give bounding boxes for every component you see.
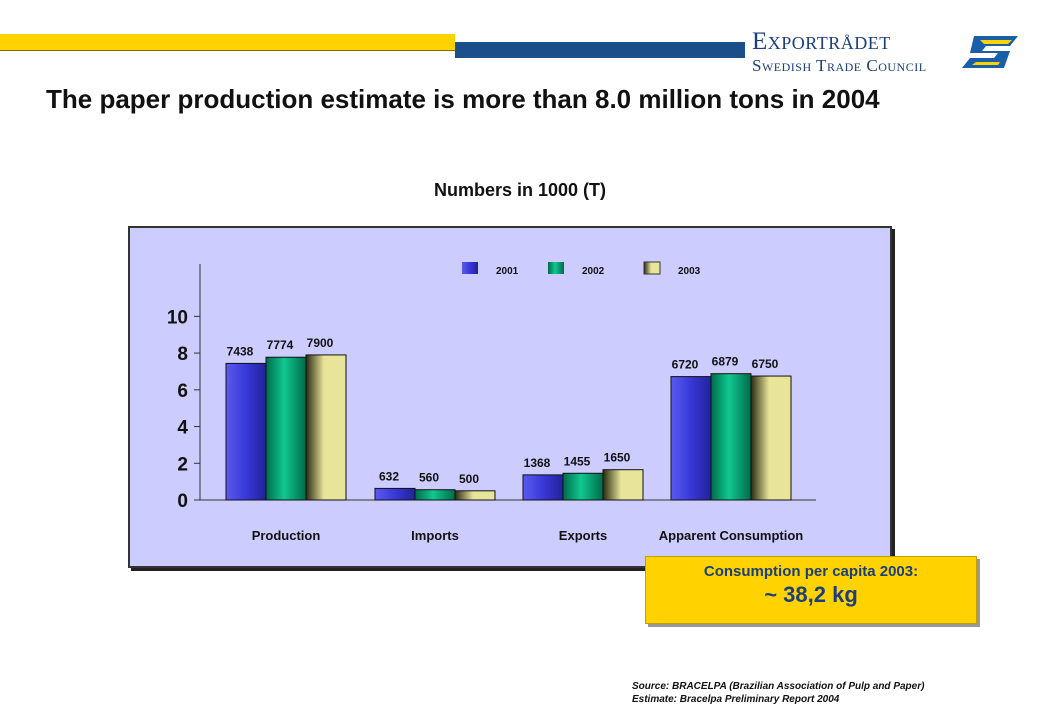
- page-title: The paper production estimate is more th…: [46, 84, 880, 114]
- y-tick-label: 6: [177, 381, 188, 402]
- category-label: Apparent Consumption: [659, 528, 803, 543]
- chart-panel: 0 2 4 6 8 10 7438 7774 7900 Production 632 560 500 I…: [128, 226, 892, 568]
- data-label: 6879: [712, 355, 739, 369]
- bar-2001-imports: [374, 487, 416, 501]
- source-line2: Estimate: Bracelpa Preliminary Report 20…: [632, 694, 840, 705]
- category-label: Exports: [559, 528, 607, 543]
- bar-2001-production: [225, 362, 267, 501]
- bar-2001-exports: [522, 474, 564, 501]
- legend-swatch-2002: [548, 262, 564, 274]
- data-label: 6720: [672, 358, 699, 372]
- swedish-trade-council-logo-icon: [962, 36, 1018, 68]
- source-line1: Source: BRACELPA (Brazilian Association …: [632, 681, 925, 692]
- callout-line1: Consumption per capita 2003:: [646, 563, 976, 580]
- bar-2002-apparent-consumption: [710, 373, 752, 501]
- y-tick-label: 4: [177, 418, 188, 439]
- bar-2002-production: [265, 356, 307, 501]
- callout-label: Consumption per capita 2003: [703, 563, 914, 580]
- y-tick-label: 10: [167, 307, 188, 328]
- legend-label-2003: 2003: [678, 266, 701, 277]
- logo-line2: Swedish Trade Council: [752, 56, 927, 75]
- source-note: Source: BRACELPA (Brazilian Association …: [632, 680, 924, 706]
- legend-label-2002: 2002: [582, 266, 605, 277]
- legend-label-2001: 2001: [496, 266, 519, 277]
- data-label: 632: [379, 469, 399, 483]
- legend-swatch-2003: [643, 261, 661, 275]
- bar-2003-apparent-consumption: [750, 375, 792, 501]
- bar-chart: 0 2 4 6 8 10 7438 7774 7900 Production 632 560 500 I…: [167, 261, 816, 543]
- callout-value: ~ 38,2 kg: [764, 582, 858, 607]
- bar-2002-exports: [562, 472, 604, 501]
- consumption-callout: Consumption per capita 2003: ~ 38,2 kg: [645, 556, 977, 624]
- chart-subtitle: Numbers in 1000 (T): [433, 180, 607, 200]
- data-label: 500: [459, 472, 479, 486]
- category-label: Imports: [411, 528, 459, 543]
- y-tick-label: 0: [177, 491, 188, 512]
- data-label: 1368: [524, 456, 551, 470]
- data-label: 560: [419, 471, 439, 485]
- bar-2003-exports: [602, 469, 644, 501]
- data-label: 6750: [752, 357, 779, 371]
- y-tick-label: 2: [177, 454, 188, 475]
- bar-2003-production: [305, 354, 347, 501]
- data-label: 7774: [267, 338, 294, 352]
- header-blue-bar: [455, 42, 745, 58]
- legend-swatch-2001: [462, 262, 478, 274]
- y-tick-label: 8: [177, 344, 188, 365]
- data-label: 1650: [604, 451, 631, 465]
- bar-2003-imports: [454, 490, 496, 501]
- callout-colon: :: [913, 563, 919, 580]
- data-label: 7900: [307, 336, 334, 350]
- logo-line1: Exportrådet: [752, 28, 891, 55]
- bar-2002-imports: [414, 489, 456, 501]
- data-label: 1455: [564, 454, 591, 468]
- bar-2001-apparent-consumption: [670, 376, 712, 501]
- data-label: 7438: [227, 344, 254, 358]
- header-yellow-bar: [0, 34, 455, 51]
- category-label: Production: [252, 528, 321, 543]
- logo: Exportrådet Swedish Trade Council: [752, 28, 1022, 76]
